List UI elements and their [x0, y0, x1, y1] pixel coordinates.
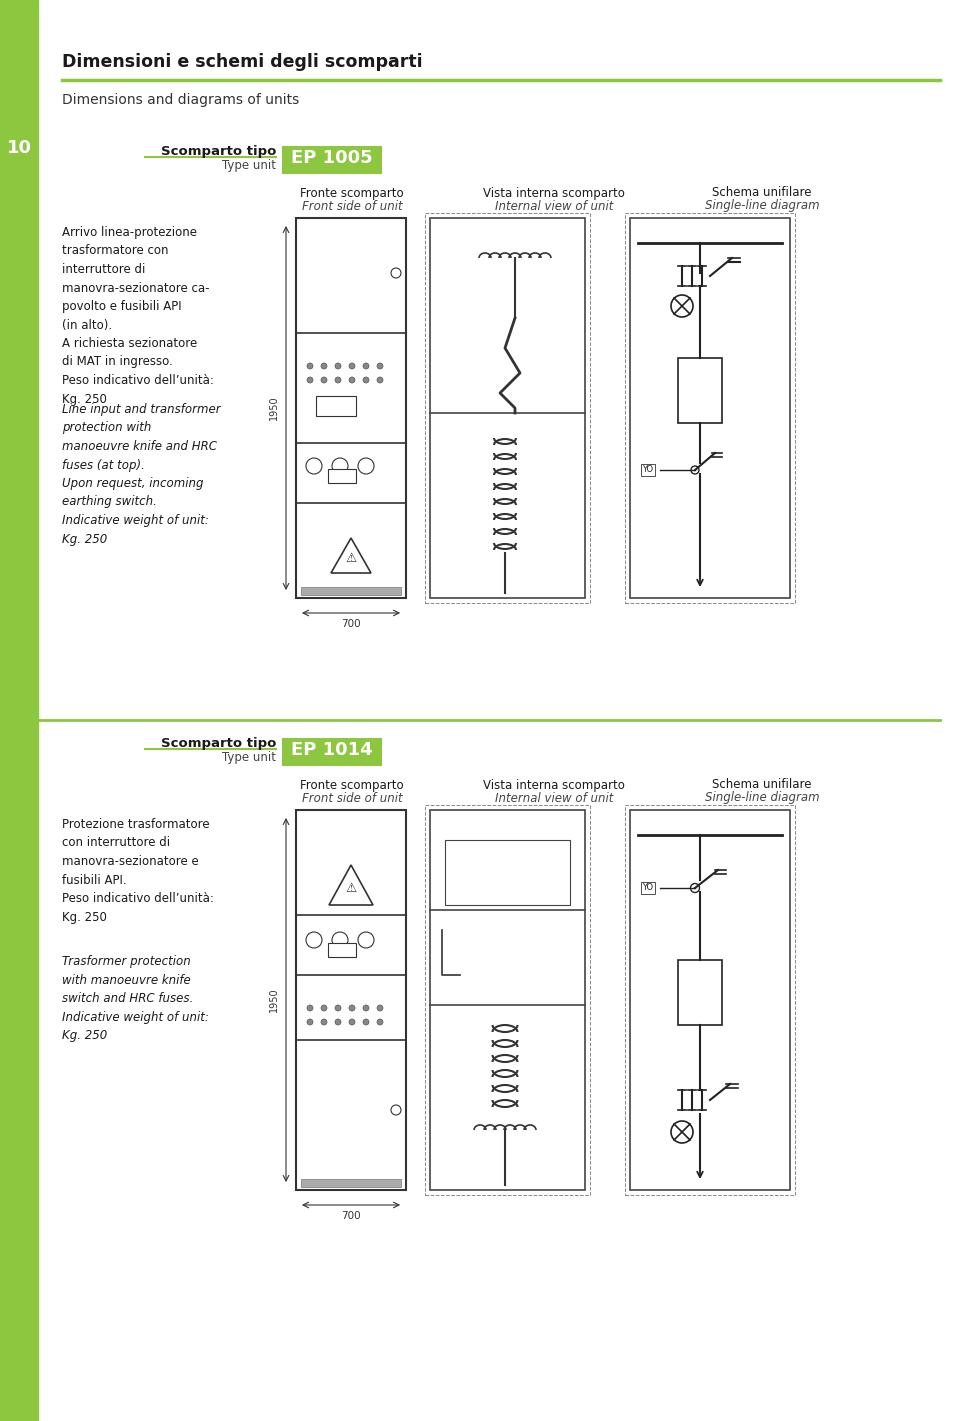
Text: EP 1014: EP 1014	[291, 740, 372, 759]
Bar	[625, 806, 795, 1195]
Text: Internal view of unit: Internal view of unit	[494, 791, 613, 804]
Bar	[630, 217, 790, 598]
Circle shape	[307, 377, 313, 384]
Circle shape	[332, 932, 348, 948]
Text: Single-line diagram: Single-line diagram	[705, 199, 819, 213]
Circle shape	[307, 362, 313, 369]
Bar	[425, 213, 590, 603]
Circle shape	[671, 1121, 693, 1142]
Circle shape	[335, 1005, 341, 1010]
Circle shape	[335, 1019, 341, 1025]
Bar	[316, 396, 356, 416]
Circle shape	[321, 1005, 327, 1010]
Circle shape	[691, 466, 699, 475]
Bar	[625, 213, 795, 603]
Circle shape	[377, 362, 383, 369]
Circle shape	[349, 377, 355, 384]
Text: Single-line diagram: Single-line diagram	[705, 791, 819, 804]
Text: Arrivo linea-protezione
trasformatore con
interruttore di
manovra-sezionatore ca: Arrivo linea-protezione trasformatore co…	[62, 226, 214, 405]
Polygon shape	[331, 539, 371, 573]
Bar	[301, 587, 401, 595]
Bar	[445, 840, 570, 905]
Text: Trasformer protection
with manoeuvre knife
switch and HRC fuses.
Indicative weig: Trasformer protection with manoeuvre kni…	[62, 955, 209, 1042]
Text: 700: 700	[341, 1211, 361, 1221]
Circle shape	[363, 377, 369, 384]
Circle shape	[306, 932, 322, 948]
Circle shape	[306, 458, 322, 475]
Circle shape	[363, 362, 369, 369]
Text: Schema unifilare: Schema unifilare	[712, 186, 812, 199]
Circle shape	[358, 932, 374, 948]
Bar	[430, 217, 585, 598]
Circle shape	[690, 884, 700, 892]
Text: Fronte scomparto: Fronte scomparto	[300, 186, 404, 199]
Bar	[282, 737, 382, 766]
Circle shape	[363, 1005, 369, 1010]
Bar	[0, 0, 38, 1421]
Text: 1950: 1950	[269, 395, 279, 421]
Circle shape	[321, 362, 327, 369]
Text: Front side of unit: Front side of unit	[301, 199, 402, 213]
Text: Internal view of unit: Internal view of unit	[494, 199, 613, 213]
Text: Dimensions and diagrams of units: Dimensions and diagrams of units	[62, 92, 300, 107]
Text: YO: YO	[642, 466, 654, 475]
Polygon shape	[329, 865, 373, 905]
Bar	[296, 217, 406, 598]
Circle shape	[391, 269, 401, 279]
Text: Fronte scomparto: Fronte scomparto	[300, 779, 404, 791]
Circle shape	[321, 1019, 327, 1025]
Text: Vista interna scomparto: Vista interna scomparto	[483, 779, 625, 791]
Text: Dimensioni e schemi degli scomparti: Dimensioni e schemi degli scomparti	[62, 53, 422, 71]
Text: 700: 700	[341, 620, 361, 630]
Bar	[678, 961, 722, 1025]
Circle shape	[358, 458, 374, 475]
Bar	[328, 469, 356, 483]
Bar	[328, 944, 356, 956]
Text: 10: 10	[7, 139, 32, 156]
Circle shape	[363, 1019, 369, 1025]
Bar	[425, 806, 590, 1195]
Circle shape	[321, 377, 327, 384]
Text: Scomparto tipo: Scomparto tipo	[160, 145, 276, 159]
Circle shape	[349, 1005, 355, 1010]
Bar	[630, 810, 790, 1189]
Text: YO: YO	[642, 884, 654, 892]
Circle shape	[671, 296, 693, 317]
Circle shape	[349, 1019, 355, 1025]
Circle shape	[377, 377, 383, 384]
Circle shape	[377, 1019, 383, 1025]
Circle shape	[335, 377, 341, 384]
Text: 1950: 1950	[269, 988, 279, 1012]
Text: Protezione trasformatore
con interruttore di
manovra-sezionatore e
fusibili API.: Protezione trasformatore con interruttor…	[62, 818, 214, 924]
Text: Type unit: Type unit	[222, 159, 276, 172]
Text: Schema unifilare: Schema unifilare	[712, 779, 812, 791]
Bar	[678, 358, 722, 423]
Circle shape	[332, 458, 348, 475]
Circle shape	[307, 1005, 313, 1010]
Circle shape	[307, 1019, 313, 1025]
Text: ⚠: ⚠	[346, 551, 356, 564]
Circle shape	[335, 362, 341, 369]
Bar	[430, 810, 585, 1189]
Text: ⚠: ⚠	[346, 881, 356, 894]
Bar	[296, 810, 406, 1189]
Circle shape	[391, 1106, 401, 1115]
Text: Vista interna scomparto: Vista interna scomparto	[483, 186, 625, 199]
Text: Type unit: Type unit	[222, 750, 276, 763]
Circle shape	[349, 362, 355, 369]
Text: EP 1005: EP 1005	[291, 149, 372, 168]
Text: Scomparto tipo: Scomparto tipo	[160, 737, 276, 750]
Circle shape	[377, 1005, 383, 1010]
Bar	[301, 1179, 401, 1187]
Text: Front side of unit: Front side of unit	[301, 791, 402, 804]
Text: Line input and transformer
protection with
manoeuvre knife and HRC
fuses (at top: Line input and transformer protection wi…	[62, 404, 221, 546]
Bar	[282, 146, 382, 173]
